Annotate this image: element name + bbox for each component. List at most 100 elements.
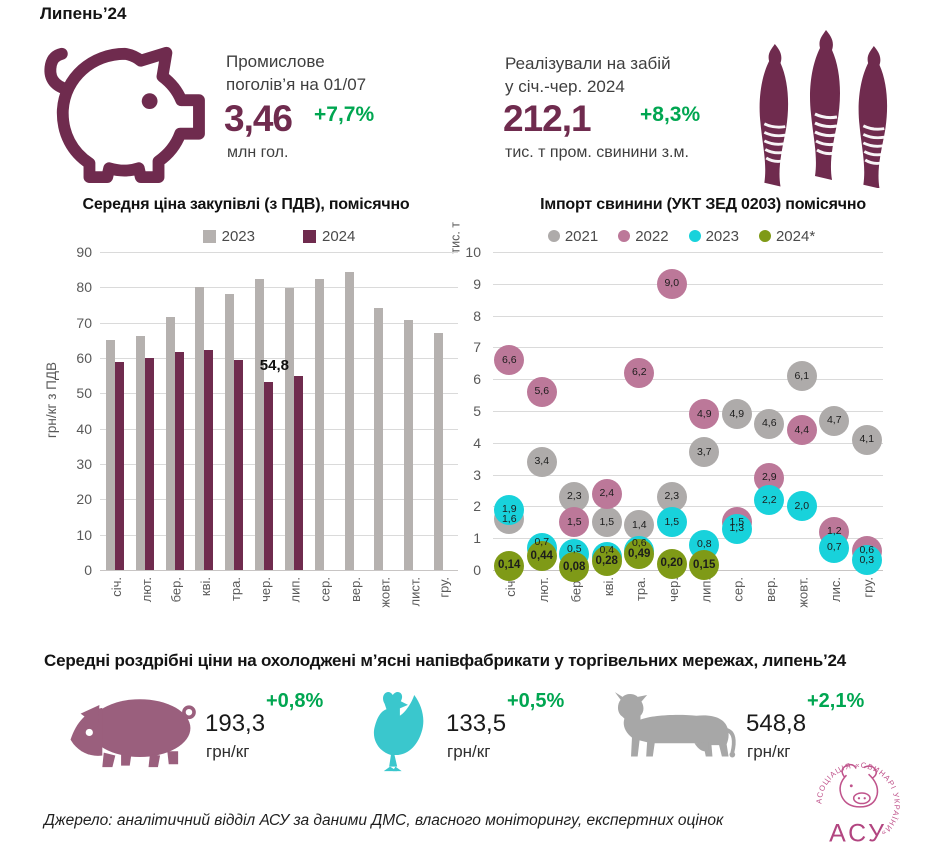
y-tick-label: 5	[473, 403, 481, 419]
bubble-label-2021-кві.: 1,5	[599, 515, 615, 528]
y-tick-label: 80	[76, 279, 92, 296]
x-tick-label-сер.: сер.	[317, 577, 333, 602]
slaughter-unit: тис. т пром. свинини з.м.	[505, 144, 689, 161]
gridline	[493, 538, 883, 540]
bubble-label-2021-січ.: 1,6	[501, 512, 517, 525]
beef-price: 548,8	[746, 710, 807, 737]
bar-2023-жовт.	[374, 307, 384, 570]
bubble-label-2021-вер.: 4,6	[761, 417, 777, 430]
gridline	[100, 464, 458, 465]
bubble-label-2022-гру.: 0,6	[859, 544, 875, 557]
bubble-2023-чер.	[656, 507, 687, 538]
bar-2023-чер.	[255, 278, 265, 570]
bar-2023-лист.	[404, 319, 414, 570]
slaughter-label: Реалізували на забій у січ.-чер. 2024	[505, 52, 671, 98]
gridline	[493, 252, 883, 253]
x-tick-label-вер.: вер.	[347, 577, 363, 602]
y-tick-label: 0	[473, 562, 481, 578]
x-tick-label-жовт.: жовт.	[377, 577, 393, 608]
legend-marker	[758, 230, 771, 242]
bubble-label-2021-бер.: 2,3	[566, 490, 582, 503]
slaughter-label-line1: Реалізували на забій	[505, 54, 671, 73]
y-tick-label: 10	[76, 526, 92, 543]
x-tick-label-лис.: лис.	[828, 577, 844, 602]
legend-label: 2021	[564, 227, 599, 245]
bubble-2021-жовт.	[786, 361, 817, 392]
y-tick-label: 2	[473, 498, 481, 515]
source-note: Джерело: аналітичний відділ АСУ за даним…	[44, 812, 724, 829]
gridline	[493, 506, 883, 508]
bar-chart-legend: 2023 2024	[100, 226, 458, 246]
bubble-2022-січ.	[494, 345, 525, 376]
retail-section-title: Середні роздрібні ціни на охолоджені м’я…	[44, 651, 847, 670]
bubble-label-2023-тра.: 0,6	[631, 537, 647, 550]
bar-2024-січ.	[114, 361, 124, 570]
x-tick-label-вер.: вер.	[763, 577, 779, 602]
bubble-label-2021-гру.: 4,1	[859, 433, 875, 446]
x-tick-label-лют.: лют.	[138, 577, 154, 603]
bubble-label-2022-кві.: 2,4	[599, 487, 615, 500]
bar-2023-кві.	[195, 287, 205, 570]
bar-value-label: 54,8	[259, 357, 289, 375]
herd-label-line1: Промислове	[226, 52, 325, 71]
legend-marker	[618, 230, 631, 242]
legend-label: 2024*	[775, 227, 816, 245]
bubble-2022-лип.	[689, 399, 720, 430]
bubble-label-2022-тра.: 6,2	[631, 366, 647, 379]
bubble-2021-сер.	[721, 399, 752, 430]
gridline	[493, 347, 883, 349]
x-tick-label-гру.: гру.	[437, 577, 453, 598]
bubble-label-2024*-кві.: 0,28	[595, 554, 618, 567]
x-tick-label-лип.: лип.	[698, 577, 714, 603]
gridline	[100, 534, 458, 536]
legend-label: 2024	[322, 227, 356, 245]
bubble-label-2022-жовт.: 4,4	[794, 423, 810, 436]
legend-item-2022: 2022	[618, 228, 669, 245]
bar-2023-лип.	[284, 288, 294, 570]
bubble-label-2023-лют.: 0,7	[534, 536, 550, 549]
bubble-label-2024*-лип.: 0,15	[693, 558, 716, 571]
bubble-2023-лис.	[819, 532, 850, 563]
y-tick-label: 6	[473, 371, 481, 388]
beef-delta: +2,1%	[807, 690, 865, 712]
y-tick-label: 50	[76, 385, 92, 402]
bubble-2021-лип.	[689, 437, 720, 468]
bubble-label-2022-бер.: 1,5	[566, 515, 582, 528]
y-tick-label: 40	[76, 420, 92, 437]
asu-logo: АСОЦІАЦІЯ «СВИНАРІ УКРАЇНИ» АСУ	[810, 756, 906, 854]
bubble-2022-жовт.	[786, 415, 817, 446]
bubble-2023-сер.	[721, 513, 752, 544]
bubble-label-2024*-січ.: 0,14	[498, 559, 521, 572]
x-tick-label-кві.: кві.	[600, 577, 616, 597]
chicken-delta: +0,5%	[507, 690, 565, 712]
bubble-2024*-чер.	[656, 548, 687, 579]
bubble-2021-лис.	[819, 405, 850, 436]
bubble-label-2024*-чер.: 0,20	[660, 557, 683, 570]
logo-acronym: АСУ	[829, 819, 887, 847]
gridline	[493, 283, 883, 285]
bubble-2021-вер.	[754, 408, 785, 439]
y-tick-label: 0	[84, 562, 92, 578]
x-tick-label-лист.: лист.	[407, 577, 423, 607]
legend-item-2024*: 2024*	[758, 227, 816, 245]
bubble-2023-жовт.	[786, 491, 817, 522]
bubble-label-2021-лис.: 4,7	[826, 414, 842, 427]
pork-icon	[66, 692, 200, 775]
chicken-icon	[363, 686, 435, 777]
bubble-label-2024*-тра.: 0,49	[628, 547, 651, 560]
bubble-label-2023-вер.: 2,2	[761, 493, 777, 506]
x-tick-label-січ.: січ.	[108, 577, 124, 597]
bubble-label-2021-тра.: 1,4	[631, 518, 647, 531]
bubble-label-2021-лют.: 3,4	[534, 455, 550, 468]
legend-item-2023: 2023	[688, 228, 739, 245]
y-tick-label: 1	[473, 530, 481, 547]
gridline	[100, 322, 458, 324]
chicken-unit: грн/кг	[447, 742, 491, 761]
legend-marker	[303, 229, 316, 243]
bubble-label-2023-січ.: 1,9	[501, 503, 517, 516]
bubble-label-2023-бер.: 0,5	[566, 542, 582, 555]
bubble-2021-чер.	[656, 481, 687, 512]
bubble-2024*-кві.	[591, 546, 622, 577]
bubble-label-2022-чер.: 9,0	[664, 277, 680, 290]
gridline	[100, 570, 458, 571]
